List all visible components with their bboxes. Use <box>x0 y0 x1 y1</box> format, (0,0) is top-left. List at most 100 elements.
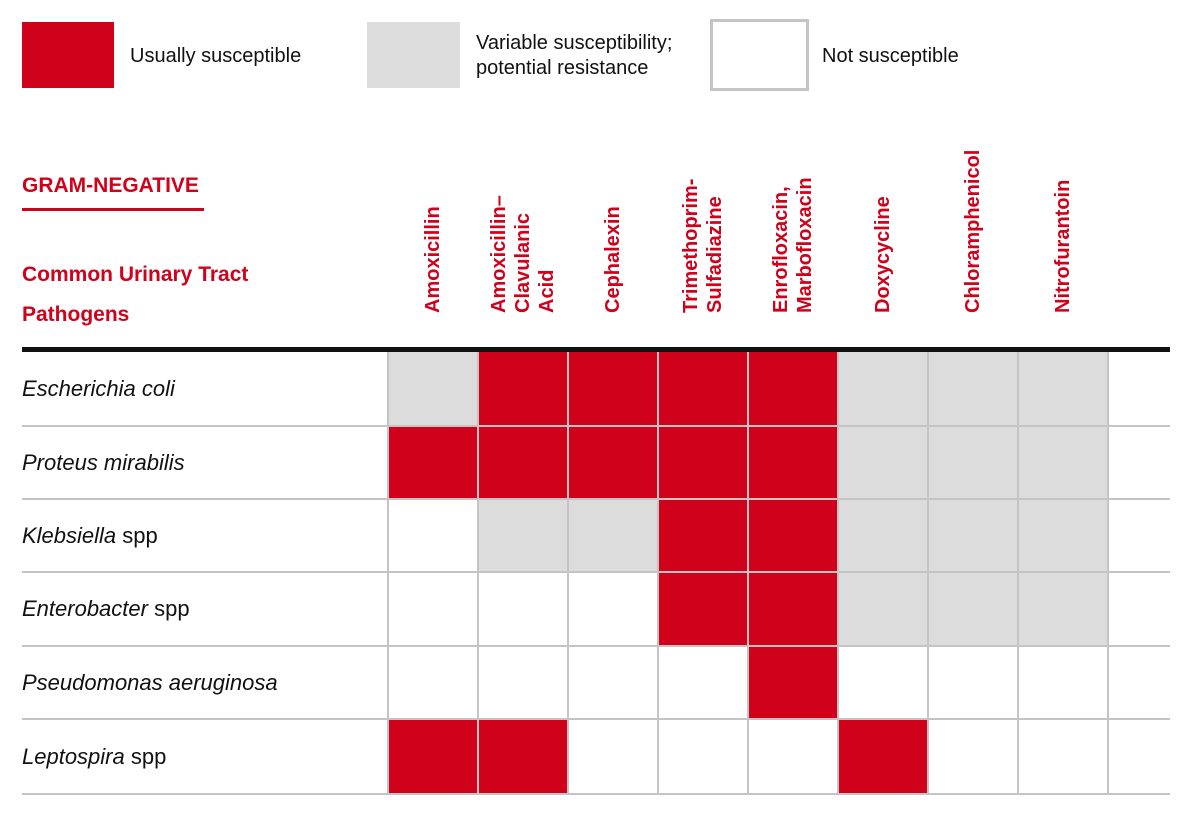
heatmap-cell <box>657 426 747 499</box>
column-header-line: Cephalexin <box>602 206 624 313</box>
column-header-line: Amoxicillin– <box>488 195 510 313</box>
heatmap-cell <box>747 499 837 572</box>
grid-line-vertical <box>747 352 749 794</box>
column-header-line: Enrofloxacin, <box>770 186 792 313</box>
heatmap-cell <box>387 426 477 499</box>
pathogen-suffix: spp <box>116 522 158 548</box>
pathogen-suffix: spp <box>147 596 190 621</box>
heatmap-cell <box>387 646 477 719</box>
heatmap-cell <box>747 426 837 499</box>
heatmap-cell <box>1017 426 1107 499</box>
grid-line-vertical <box>387 352 389 794</box>
column-header: Doxycycline <box>871 196 895 313</box>
legend-label-line: Variable susceptibility; <box>476 32 673 54</box>
column-header: Amoxicillin <box>421 206 445 313</box>
heatmap-cell <box>567 426 657 499</box>
grid-line-horizontal <box>22 718 1170 720</box>
column-header-line: Trimethoprim- <box>680 178 702 313</box>
heatmap-cell <box>927 352 1017 426</box>
heatmap-cell <box>387 499 477 572</box>
heatmap-cell <box>477 352 567 426</box>
column-header: Chloramphenicol <box>961 150 985 313</box>
column-header-line: Nitrofurantoin <box>1052 179 1074 313</box>
row-label: Enterobacter spp <box>22 595 190 623</box>
pathogen-genus: Leptospira <box>22 743 125 769</box>
heatmap-cell <box>657 719 747 794</box>
heatmap-cell <box>927 572 1017 646</box>
grid-line-vertical <box>837 352 839 794</box>
heatmap-cell <box>477 499 567 572</box>
pathogen-suffix: spp <box>124 743 167 769</box>
column-header: Trimethoprim- Sulfadiazine <box>679 179 727 313</box>
pathogen-genus: Klebsiella <box>22 522 117 548</box>
heatmap-cell <box>1017 352 1107 426</box>
pathogen-genus: Escherichia coli <box>22 376 175 401</box>
heatmap-cell <box>387 572 477 646</box>
heatmap-cell <box>837 499 927 572</box>
heatmap-cell <box>837 719 927 794</box>
heatmap-cell <box>747 352 837 426</box>
heatmap-cell <box>927 426 1017 499</box>
grid-line-vertical <box>567 352 569 794</box>
heatmap-cell <box>747 719 837 794</box>
legend-label-line: Usually susceptible <box>130 45 302 67</box>
subtitle-line: Pathogens <box>22 303 130 326</box>
heatmap-cell <box>657 499 747 572</box>
legend-label-line: Not susceptible <box>822 45 959 67</box>
heatmap-cell <box>837 352 927 426</box>
heatmap-cell <box>657 646 747 719</box>
legend-label-line: potential resistance <box>476 57 649 79</box>
heatmap-cell <box>1017 499 1107 572</box>
column-header-line: Acid <box>536 269 558 313</box>
grid-line-vertical <box>657 352 659 794</box>
column-header-line: Clavulanic <box>512 212 534 313</box>
grid-line-vertical <box>1017 352 1019 794</box>
heatmap-cell <box>1017 646 1107 719</box>
chart-subtitle: Common Urinary Tract Pathogens <box>22 255 322 335</box>
legend-swatch-v <box>367 22 460 88</box>
column-header-line: Amoxicillin <box>422 206 444 313</box>
section-title: GRAM-NEGATIVE <box>22 174 199 197</box>
grid-line-vertical <box>1107 352 1109 794</box>
heatmap-cell <box>387 352 477 426</box>
heatmap-cell <box>837 426 927 499</box>
heatmap-cell <box>477 572 567 646</box>
heatmap-cell <box>567 646 657 719</box>
pathogen-genus: Enterobacter <box>22 596 148 621</box>
heatmap-cell <box>567 572 657 646</box>
heatmap-cell <box>927 719 1017 794</box>
legend-label: Usually susceptible <box>130 44 301 69</box>
subtitle-line: Common Urinary Tract <box>22 263 249 286</box>
pathogen-genus: Proteus mirabilis <box>22 449 185 475</box>
heatmap-cell <box>477 426 567 499</box>
grid-line-horizontal <box>22 793 1170 795</box>
column-header: Nitrofurantoin <box>1051 180 1075 313</box>
row-label: Escherichia coli <box>22 375 175 403</box>
pathogen-genus: Pseudomonas aeruginosa <box>22 669 278 695</box>
heatmap-cell <box>387 719 477 794</box>
legend-label: Variable susceptibility; potential resist… <box>476 31 672 81</box>
heatmap-cell <box>747 572 837 646</box>
header-divider <box>22 347 1170 352</box>
heatmap-cell <box>477 719 567 794</box>
grid-line-horizontal <box>22 425 1170 427</box>
grid-line-horizontal <box>22 571 1170 573</box>
row-label: Leptospira spp <box>22 743 166 771</box>
legend-swatch-n <box>710 19 809 91</box>
heatmap-cell <box>927 499 1017 572</box>
heatmap-cell <box>657 572 747 646</box>
section-title-underline <box>22 208 204 211</box>
column-header: Enrofloxacin, Marbofloxacin <box>769 177 817 313</box>
column-header: Amoxicillin– Clavulanic Acid <box>487 195 559 313</box>
heatmap-cell <box>927 646 1017 719</box>
heatmap-cell <box>657 352 747 426</box>
heatmap-cell <box>477 646 567 719</box>
heatmap-cell <box>747 646 837 719</box>
grid-line-vertical <box>477 352 479 794</box>
heatmap-cell <box>1017 719 1107 794</box>
grid-line-vertical <box>927 352 929 794</box>
heatmap-cell <box>567 719 657 794</box>
legend-swatch-s <box>22 22 114 88</box>
column-header-line: Marbofloxacin <box>794 177 816 313</box>
column-header-line: Chloramphenicol <box>962 149 984 313</box>
